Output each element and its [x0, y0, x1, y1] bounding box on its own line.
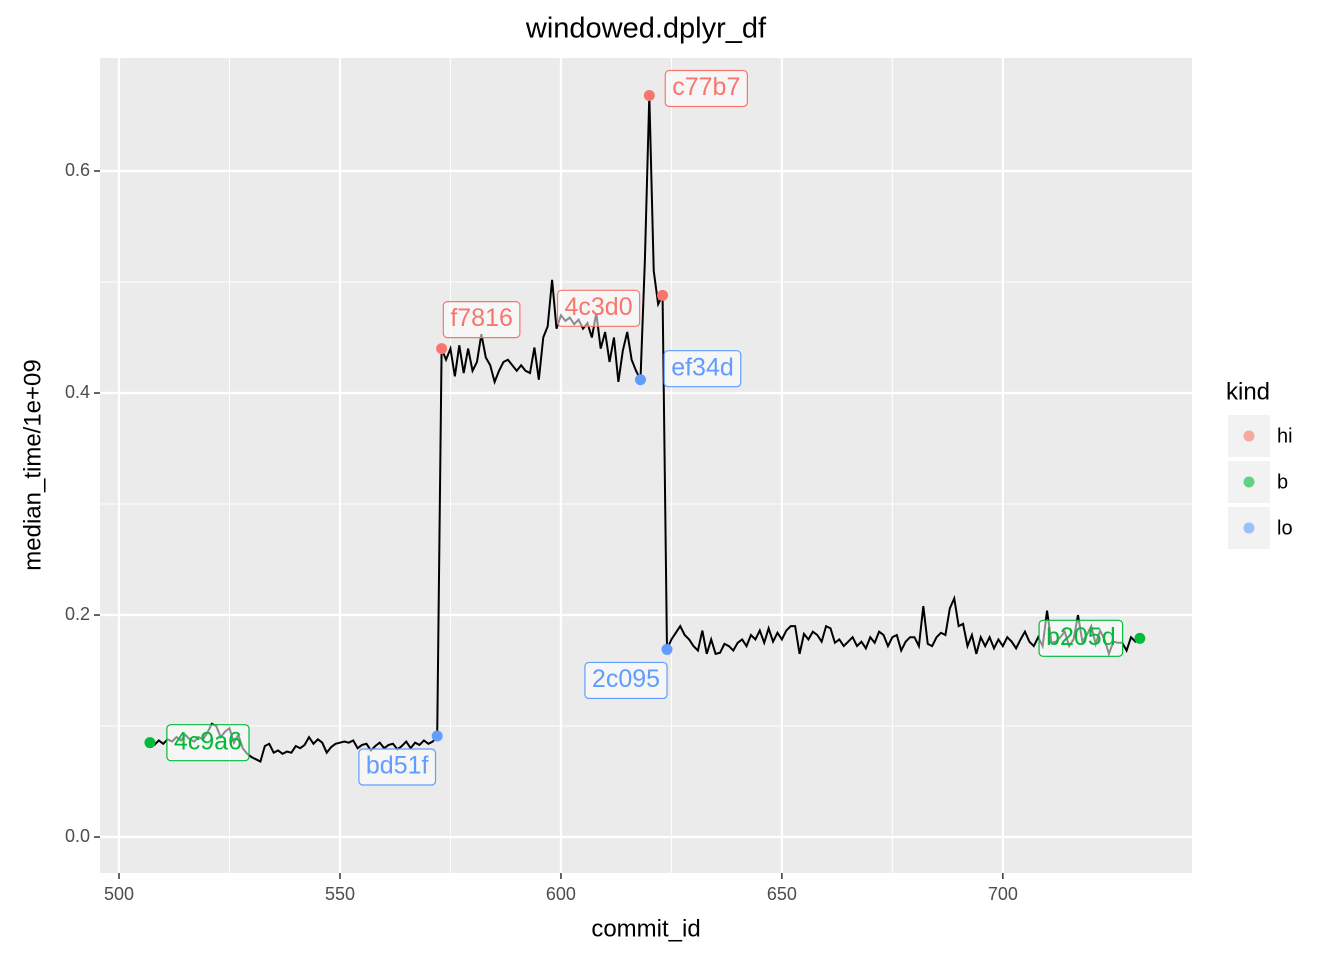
x-tick-label: 700	[988, 884, 1018, 904]
point-label: 4c9a6	[166, 724, 250, 762]
chart-title: windowed.dplyr_df	[525, 13, 767, 45]
x-tick-label: 500	[104, 884, 134, 904]
y-axis-title: median_time/1e+09	[19, 359, 46, 570]
label-box	[358, 748, 437, 786]
labeled-point	[436, 343, 448, 355]
y-tick-label: 0.6	[65, 160, 90, 180]
point-label: 2c095	[584, 661, 668, 700]
x-tick-label: 600	[546, 884, 576, 904]
label-text: ef34d	[671, 353, 734, 381]
legend-label: hi	[1277, 425, 1293, 447]
label-box	[584, 661, 668, 700]
x-axis-title: commit_id	[591, 915, 700, 942]
legend-title: kind	[1226, 378, 1270, 405]
y-tick-label: 0.4	[65, 382, 90, 402]
legend-swatch	[1243, 522, 1255, 534]
labeled-point	[634, 374, 646, 386]
label-text: c77b7	[672, 73, 740, 101]
labeled-point	[661, 643, 673, 655]
point-label: f7816	[442, 301, 521, 339]
labeled-point	[144, 737, 156, 749]
label-text: bd51f	[366, 752, 429, 780]
legend-label: b	[1277, 471, 1288, 493]
point-label: c77b7	[664, 69, 748, 108]
labeled-point	[657, 289, 669, 301]
grid	[100, 58, 1192, 873]
data-line	[149, 95, 1141, 763]
point-label: ef34d	[663, 350, 742, 388]
label-text: 4c3d0	[565, 293, 633, 321]
legend-label: lo	[1277, 517, 1293, 539]
label-box	[664, 69, 748, 108]
label-text: f7816	[450, 304, 513, 332]
legend-swatch	[1243, 476, 1255, 488]
label-text: b205d	[1046, 623, 1116, 651]
label-box	[556, 289, 641, 327]
label-box	[442, 301, 521, 339]
x-tick-label: 550	[325, 884, 355, 904]
label-text: 2c095	[592, 665, 660, 693]
point-label: b205d	[1038, 619, 1124, 657]
label-box	[166, 724, 250, 762]
label-box	[663, 350, 742, 388]
point-label: bd51f	[358, 748, 437, 786]
x-tick-label: 650	[767, 884, 797, 904]
labeled-point	[431, 730, 443, 742]
point-label: 4c3d0	[556, 289, 641, 327]
label-text: 4c9a6	[174, 727, 242, 755]
y-tick-label: 0.2	[65, 604, 90, 624]
labeled-point	[643, 90, 655, 102]
labeled-point	[1134, 632, 1146, 644]
y-tick-label: 0.0	[65, 826, 90, 846]
label-box	[1038, 619, 1124, 657]
legend-swatch	[1243, 430, 1255, 442]
